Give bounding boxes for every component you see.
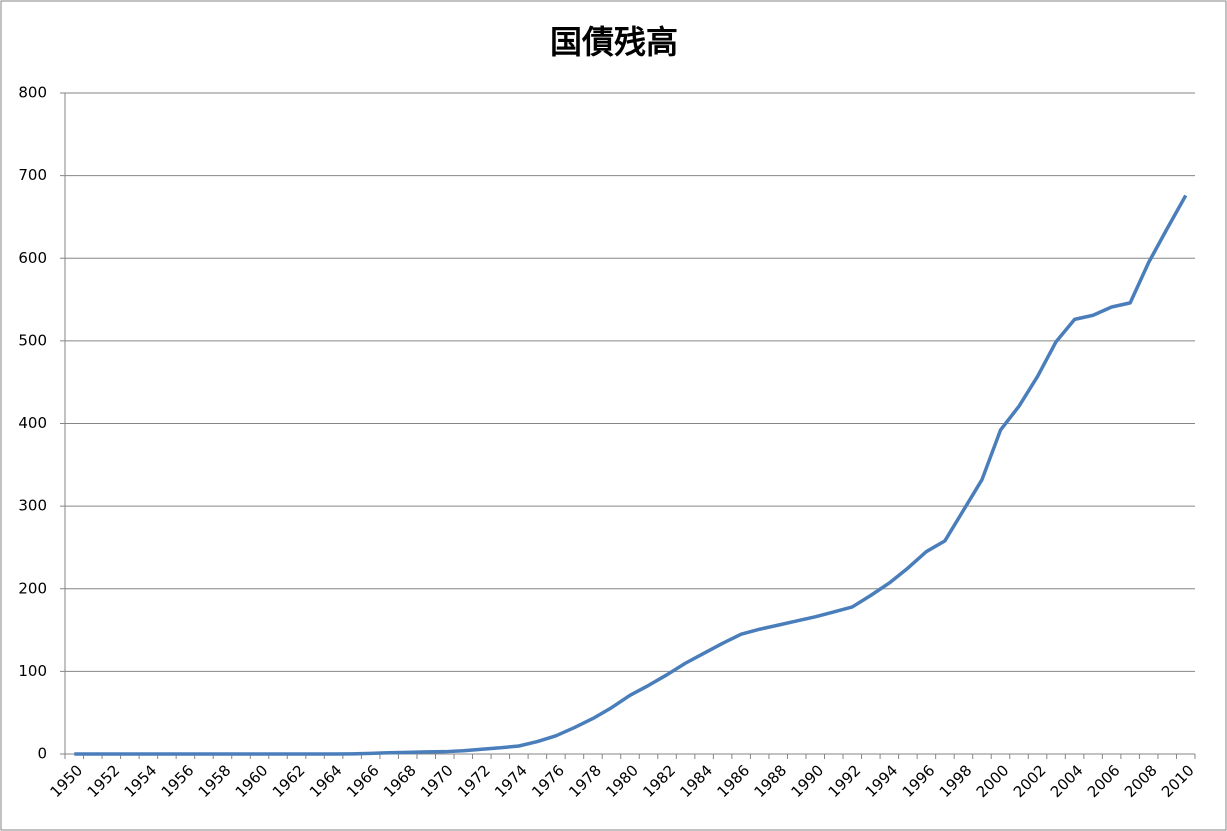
y-tick-label: 400 <box>18 414 47 432</box>
y-tick-label: 100 <box>18 662 47 680</box>
y-tick-label: 800 <box>18 84 47 102</box>
chart-title: 国債残高 <box>550 23 678 61</box>
y-tick-label: 200 <box>18 579 47 597</box>
y-tick-label: 0 <box>37 745 47 763</box>
line-series <box>74 194 1188 756</box>
y-tick-label: 500 <box>18 331 47 349</box>
y-tick-label: 600 <box>18 249 47 267</box>
y-tick-label: 300 <box>18 497 47 515</box>
y-tick-label: 700 <box>18 166 47 184</box>
